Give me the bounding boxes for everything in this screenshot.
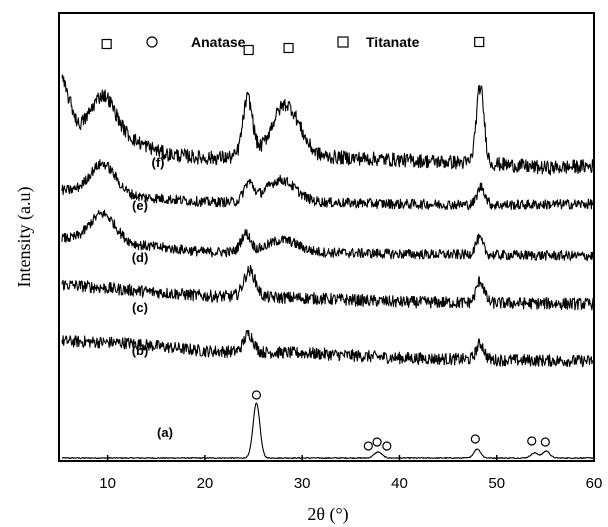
y-axis-title: Intensity (a.u) (14, 187, 35, 288)
series-trace-c (61, 265, 595, 311)
legend-titanate-marker (337, 36, 349, 48)
x-tick-label: 60 (586, 475, 603, 492)
series-trace-e (61, 159, 595, 211)
series-trace-d (61, 209, 595, 262)
titanate-peak-marker (101, 38, 112, 50)
series-trace-f (61, 74, 595, 176)
series-trace-b (61, 329, 595, 368)
legend: Anatase Titanate (146, 34, 420, 50)
legend-titanate-label: Titanate (366, 34, 420, 50)
x-axis-title: 2θ (°) (307, 504, 348, 525)
series-label-b: (b) (132, 343, 149, 358)
plot-frame (58, 12, 595, 462)
legend-anatase-label: Anatase (191, 34, 246, 50)
anatase-peak-marker (470, 434, 480, 444)
anatase-peak-marker (372, 437, 382, 447)
x-axis-ticks: 10 20 30 40 50 60 (99, 455, 602, 492)
series-label-e: (e) (132, 198, 148, 213)
x-tick-label: 30 (294, 475, 311, 492)
peak-markers (101, 36, 550, 451)
titanate-peak-marker (283, 42, 294, 54)
series-label-f: (f) (152, 155, 165, 170)
titanate-peak-marker (243, 44, 254, 56)
anatase-peak-marker (540, 437, 550, 447)
series-traces (61, 74, 595, 460)
x-tick-label: 20 (197, 475, 214, 492)
legend-anatase-marker (146, 36, 158, 48)
series-label-a: (a) (157, 425, 173, 440)
x-tick-label: 10 (99, 475, 116, 492)
anatase-peak-marker (363, 441, 373, 451)
series-label-c: (c) (132, 300, 148, 315)
x-tick-label: 50 (488, 475, 505, 492)
titanate-peak-marker (474, 36, 485, 48)
anatase-peak-marker (251, 390, 262, 400)
series-labels: (a) (b) (c) (d) (e) (f) (132, 155, 173, 440)
anatase-peak-marker (382, 441, 392, 451)
series-label-d: (d) (132, 250, 149, 265)
series-trace-a (61, 402, 594, 460)
x-tick-label: 40 (391, 475, 408, 492)
anatase-peak-marker (527, 436, 537, 446)
